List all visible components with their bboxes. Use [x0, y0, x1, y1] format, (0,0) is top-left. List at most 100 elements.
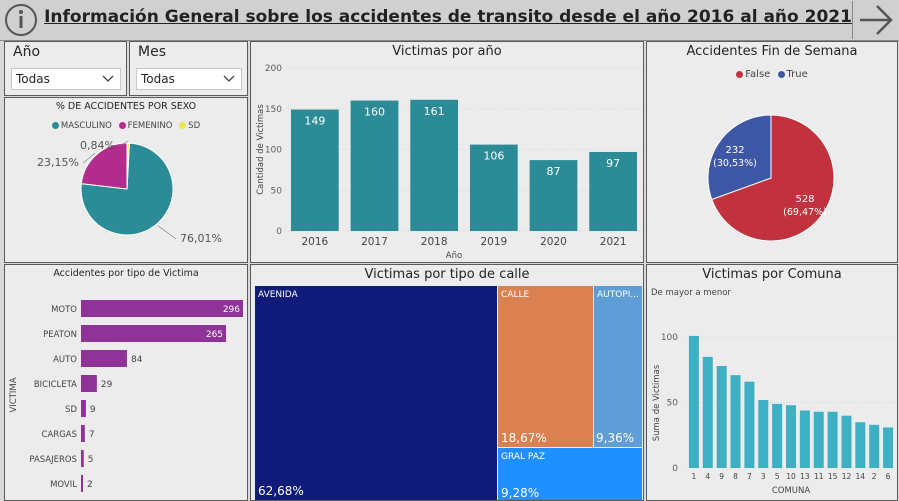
y-tick-label: 0 [276, 227, 282, 237]
x-tick-label: 13 [800, 472, 810, 481]
fin-semana-panel: Accidentes Fin de Semana False True 528 (… [646, 41, 898, 263]
legend-label: MASCULINO [60, 121, 112, 131]
x-tick-label: 2 [872, 472, 877, 481]
page-title: Información General sobre los accidentes… [44, 7, 852, 27]
treemap-avenida[interactable]: AVENIDA 62,68% [255, 286, 497, 500]
year-dropdown[interactable]: Todas [11, 68, 121, 90]
month-slicer-label: Mes [138, 44, 166, 60]
y-tick-label: 0 [672, 464, 678, 474]
bar-comuna-10 [786, 405, 796, 468]
comuna-title: Victimas por Comuna [702, 267, 842, 282]
x-tick-label: 2017 [361, 236, 388, 248]
next-page-button[interactable] [852, 1, 899, 39]
legend-dot-masculino [51, 122, 59, 129]
bar-2017 [350, 100, 399, 231]
y-tick-label: MOTO [51, 305, 77, 315]
legend-label: SD [188, 121, 201, 131]
bar-data-label: 265 [206, 330, 223, 340]
bar-comuna-13 [799, 410, 810, 468]
treemap-label: AUTOPI... [597, 290, 639, 300]
pie-data-label: 528 [795, 194, 814, 205]
pie-data-pct: (69,47%) [783, 207, 827, 218]
pie-leader-line [118, 140, 129, 147]
comuna-panel: Victimas por Comuna De mayor a menor 0 50… [646, 264, 898, 501]
treemap-pct: 18,67% [501, 431, 547, 445]
treemap-gral-paz[interactable]: GRAL PAZ 9,28% [498, 448, 642, 500]
fin-semana-legend: False True [647, 69, 897, 80]
y-axis-title: Suma de Victimas [652, 364, 662, 441]
treemap-pct: 9,36% [596, 431, 635, 445]
bar-moto [81, 300, 243, 317]
info-button[interactable] [4, 3, 38, 37]
x-tick-label: 2021 [600, 236, 627, 248]
treemap-label: GRAL PAZ [501, 452, 546, 462]
x-tick-label: 10 [786, 472, 796, 481]
bar-2020 [529, 160, 578, 231]
x-tick-label: 2016 [301, 236, 328, 248]
pie-slice-true [707, 114, 772, 201]
month-dropdown-value: Todas [141, 72, 175, 86]
treemap-label: AVENIDA [258, 290, 298, 300]
y-tick-label: BICICLETA [34, 380, 77, 390]
bar-comuna-2 [869, 424, 880, 468]
tipo-calle-panel: Victimas por tipo de calle AVENIDA 62,68… [250, 264, 644, 501]
bar-sd [81, 400, 86, 417]
pie-data-label: 232 [725, 145, 744, 156]
x-tick-label: 14 [856, 472, 866, 481]
fin-semana-title: Accidentes Fin de Semana [686, 44, 858, 59]
fin-semana-pie-chart: 528 (69,47%) 232 (30,53%) [707, 114, 835, 242]
bar-cargas [81, 425, 85, 442]
chevron-down-icon [223, 75, 235, 82]
bar-comuna-8 [730, 375, 741, 468]
month-dropdown[interactable]: Todas [136, 68, 242, 90]
x-axis-title: COMUNA [772, 486, 811, 496]
x-tick-label: 11 [814, 472, 824, 481]
y-tick-label: PEATON [43, 330, 77, 340]
victimas-anio-chart: 0 50 100 150 200 149 2016 160 2017 161 2018 106 2019… [256, 64, 643, 261]
bar-data-label: 84 [131, 355, 143, 365]
sexo-legend: MASCULINO FEMENINO SD [5, 121, 247, 131]
x-tick-label: 4 [705, 472, 710, 481]
x-tick-label: 12 [842, 472, 852, 481]
bar-data-label: 97 [606, 157, 620, 170]
x-tick-label: 2019 [480, 236, 507, 248]
bar-data-label: 160 [364, 106, 385, 119]
legend-dot-false [736, 70, 744, 78]
arrow-right-icon [860, 5, 893, 35]
bar-2018 [410, 99, 459, 231]
bar-comuna-11 [813, 411, 824, 468]
bar-comuna-6 [883, 427, 894, 468]
treemap-autopista[interactable]: AUTOPI... 9,36% [594, 286, 642, 447]
y-tick-label: 150 [265, 105, 282, 115]
x-tick-label: 5 [775, 472, 780, 481]
y-tick-label: MOVIL [50, 480, 77, 490]
x-tick-label: 2020 [540, 236, 567, 248]
y-tick-label: AUTO [53, 355, 77, 365]
tipo-victima-title: Accidentes por tipo de Victima [53, 268, 199, 279]
bar-2016 [290, 109, 339, 231]
treemap-calle[interactable]: CALLE 18,67% [498, 286, 593, 447]
pie-data-label: 23,15% [37, 156, 79, 169]
pie-data-pct: (30,53%) [713, 158, 757, 169]
bar-data-label: 5 [88, 455, 94, 465]
year-slicer-label: Año [13, 44, 41, 60]
y-tick-label: 100 [661, 333, 678, 343]
x-tick-label: 8 [733, 472, 738, 481]
x-tick-label: 1 [692, 472, 697, 481]
pie-slice-false [711, 114, 835, 242]
bar-data-label: 296 [223, 305, 240, 315]
sexo-pie-panel: % DE ACCIDENTES POR SEXO MASCULINO FEMEN… [4, 97, 248, 263]
comuna-subtitle: De mayor a menor [651, 288, 731, 298]
pie-data-label: 76,01% [180, 232, 222, 245]
bar-comuna-7 [744, 381, 755, 468]
bar-data-label: 2 [87, 480, 93, 490]
info-icon [5, 4, 37, 36]
bar-data-label: 149 [304, 115, 325, 128]
bar-data-label: 9 [90, 405, 96, 415]
x-tick-label: 3 [761, 472, 766, 481]
bar-comuna-3 [758, 400, 769, 468]
treemap-pct: 9,28% [501, 486, 540, 500]
legend-label: FEMENINO [127, 121, 173, 131]
x-tick-label: 9 [719, 472, 724, 481]
